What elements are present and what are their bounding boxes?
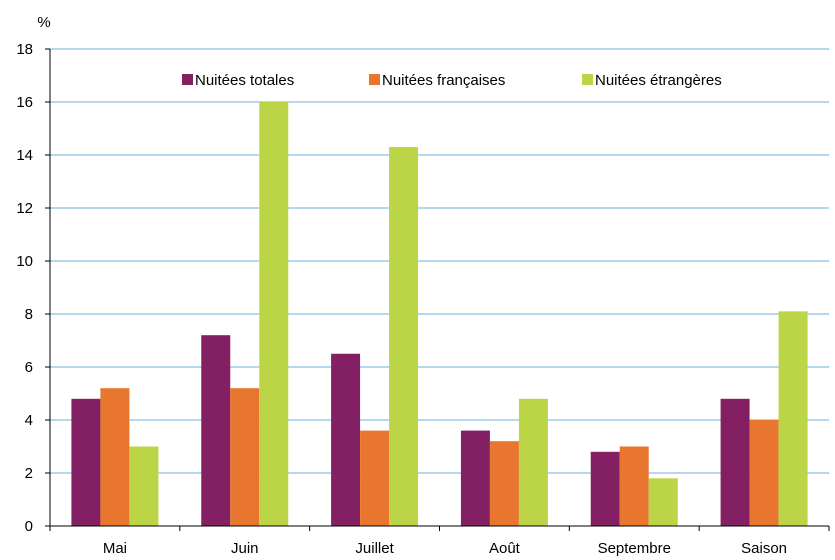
legend-item: Nuitées totales: [182, 72, 294, 89]
y-tick-label: 2: [25, 465, 33, 482]
bar: [360, 430, 390, 526]
bar: [489, 441, 519, 526]
legend-label: Nuitées étrangères: [595, 72, 722, 89]
legend-swatch: [582, 74, 593, 85]
bar: [778, 311, 808, 526]
bar: [590, 451, 620, 526]
legend-item: Nuitées françaises: [369, 72, 505, 89]
bar: [749, 420, 779, 526]
bar: [129, 446, 159, 526]
legend: Nuitées totales Nuitées françaises Nuitées…: [182, 72, 722, 89]
y-tick-label: 0: [25, 518, 33, 535]
legend-label: Nuitées totales: [195, 72, 294, 89]
bar: [389, 147, 419, 527]
bar: [518, 398, 548, 526]
y-tick-label: 12: [16, 200, 33, 217]
bar: [619, 446, 649, 526]
y-tick-label: 8: [25, 306, 33, 323]
y-tick-label: 14: [16, 147, 33, 164]
x-tick-label: Mai: [103, 540, 127, 557]
y-tick-label: 4: [25, 412, 33, 429]
legend-swatch: [369, 74, 380, 85]
y-tick-label: 18: [16, 41, 33, 58]
bar: [230, 388, 260, 526]
x-tick-label: Septembre: [598, 540, 671, 557]
x-tick-label: Juillet: [355, 540, 394, 557]
x-tick-label: Juin: [231, 540, 259, 557]
legend-swatch: [182, 74, 193, 85]
bar: [259, 102, 289, 526]
gridlines: [50, 48, 829, 474]
bar: [648, 478, 678, 526]
legend-item: Nuitées étrangères: [582, 72, 722, 89]
bars: [71, 102, 808, 527]
x-tick-label: Saison: [741, 540, 787, 557]
bar: [100, 388, 130, 526]
legend-label: Nuitées françaises: [382, 72, 505, 89]
bar: [71, 398, 101, 526]
axes: [45, 48, 830, 531]
bar: [201, 335, 231, 526]
y-tick-label: 6: [25, 359, 33, 376]
y-tick-label: 10: [16, 253, 33, 270]
x-tick-labels: Mai Juin Juillet Août Septembre Saison: [103, 540, 787, 557]
x-tick-label: Août: [489, 540, 521, 557]
y-tick-label: 16: [16, 94, 33, 111]
bar: [460, 430, 490, 526]
y-tick-labels: 0 2 4 6 8 10 12 14 16 18: [16, 41, 33, 535]
y-axis-label: %: [37, 14, 50, 31]
bar: [720, 398, 750, 526]
bar: [331, 353, 361, 526]
